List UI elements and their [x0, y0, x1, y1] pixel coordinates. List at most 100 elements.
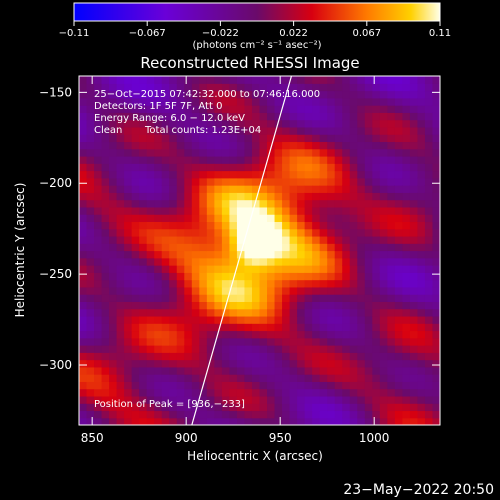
heatmap-cell	[327, 170, 336, 179]
heatmap-cell	[161, 315, 170, 324]
heatmap-cell	[251, 112, 261, 121]
heatmap-cell	[206, 286, 215, 295]
heatmap-cell	[244, 294, 253, 302]
heatmap-cell	[214, 126, 223, 135]
heatmap-cell	[229, 301, 238, 310]
heatmap-cell	[259, 388, 268, 397]
heatmap-cell	[229, 366, 238, 375]
heatmap-cell	[267, 228, 276, 237]
heatmap-cell	[101, 192, 110, 201]
heatmap-cell	[417, 330, 426, 339]
heatmap-cell	[372, 119, 381, 128]
heatmap-cell	[409, 163, 419, 172]
heatmap-cell	[184, 126, 193, 135]
heatmap-cell	[124, 417, 133, 425]
heatmap-cell	[101, 76, 110, 84]
heatmap-cell	[214, 163, 223, 172]
heatmap-cell	[379, 148, 388, 157]
heatmap-cell	[94, 119, 103, 128]
heatmap-cell	[131, 243, 140, 252]
heatmap-cell	[394, 315, 403, 324]
heatmap-cell	[424, 141, 434, 150]
heatmap-cell	[169, 272, 178, 281]
heatmap-cell	[214, 388, 223, 397]
heatmap-cell	[267, 388, 276, 397]
heatmap-cell	[402, 403, 411, 412]
heatmap-cell	[259, 221, 268, 230]
heatmap-cell	[214, 257, 223, 266]
heatmap-cell	[214, 243, 223, 252]
heatmap-cell	[109, 381, 118, 390]
heatmap-cell	[139, 97, 148, 106]
heatmap-cell	[379, 265, 388, 273]
heatmap-cell	[387, 177, 396, 186]
heatmap-cell	[229, 286, 238, 295]
heatmap-cell	[146, 294, 155, 302]
heatmap-cell	[176, 395, 185, 404]
heatmap-cell	[312, 134, 321, 143]
heatmap-cell	[297, 83, 306, 92]
heatmap-cell	[146, 134, 155, 143]
heatmap-cell	[432, 403, 440, 412]
heatmap-cell	[176, 315, 185, 324]
heatmap-cell	[259, 126, 268, 135]
heatmap-cell	[267, 185, 276, 193]
heatmap-cell	[124, 97, 133, 106]
heatmap-cell	[86, 286, 95, 295]
heatmap-cell	[274, 381, 283, 390]
heatmap-cell	[267, 90, 276, 99]
heatmap-cell	[161, 90, 170, 99]
heatmap-cell	[282, 105, 291, 113]
heatmap-cell	[304, 221, 313, 230]
heatmap-cell	[387, 214, 396, 223]
heatmap-cell	[251, 417, 261, 425]
heatmap-cell	[154, 352, 163, 361]
heatmap-cell	[364, 112, 373, 121]
heatmap-cell	[251, 265, 261, 273]
heatmap-cell	[229, 177, 238, 186]
heatmap-cell	[206, 403, 215, 412]
heatmap-cell	[101, 185, 110, 193]
heatmap-cell	[206, 214, 215, 223]
heatmap-cell	[101, 228, 110, 237]
heatmap-cell	[146, 126, 155, 135]
heatmap-cell	[79, 265, 88, 273]
heatmap-cell	[86, 243, 95, 252]
heatmap-cell	[259, 163, 268, 172]
heatmap-cell	[327, 185, 336, 193]
heatmap-cell	[244, 185, 253, 193]
heatmap-cell	[349, 337, 358, 346]
heatmap-cell	[349, 395, 358, 404]
heatmap-cell	[86, 359, 95, 368]
heatmap-cell	[417, 359, 426, 368]
heatmap-cell	[409, 97, 419, 106]
heatmap-cell	[357, 192, 366, 201]
heatmap-cell	[327, 214, 336, 223]
heatmap-cell	[372, 228, 381, 237]
heatmap-cell	[342, 410, 351, 419]
heatmap-cell	[244, 97, 253, 106]
heatmap-cell	[282, 257, 291, 266]
heatmap-cell	[424, 105, 434, 113]
heatmap-cell	[94, 177, 103, 186]
heatmap-cell	[312, 388, 321, 397]
heatmap-cell	[379, 214, 388, 223]
heatmap-cell	[364, 352, 373, 361]
heatmap-cell	[379, 374, 388, 382]
heatmap-cell	[229, 105, 238, 113]
heatmap-cell	[94, 141, 103, 150]
heatmap-cell	[214, 228, 223, 237]
heatmap-cell	[251, 301, 261, 310]
heatmap-cell	[161, 265, 170, 273]
heatmap-cell	[334, 257, 343, 266]
heatmap-cell	[357, 381, 366, 390]
heatmap-cell	[139, 134, 148, 143]
heatmap-cell	[206, 301, 215, 310]
heatmap-cell	[94, 76, 103, 84]
heatmap-cell	[319, 192, 328, 201]
heatmap-cell	[116, 352, 125, 361]
heatmap-cell	[79, 163, 88, 172]
heatmap-cell	[86, 352, 95, 361]
heatmap-cell	[109, 97, 118, 106]
heatmap-cell	[432, 177, 440, 186]
